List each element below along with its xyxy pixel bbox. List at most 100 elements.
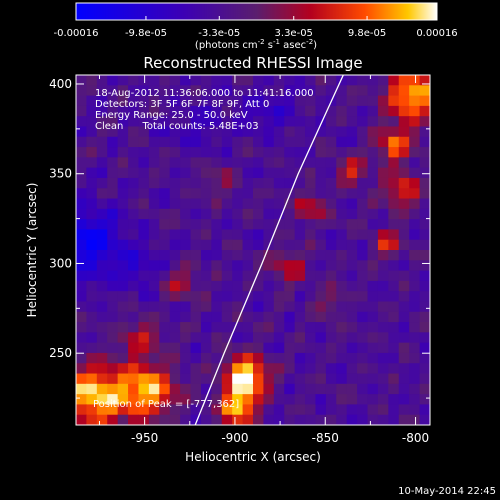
heatmap-cell [211,198,223,210]
heatmap-cell [200,291,212,303]
heatmap-cell [232,342,244,354]
heatmap-cell [138,414,150,425]
heatmap-cell [169,147,181,158]
heatmap-cell [148,208,160,220]
heatmap-cell [180,250,192,261]
heatmap-cell [200,208,212,220]
heatmap-cell [211,105,223,117]
heatmap-cell [232,198,244,210]
heatmap-cell [377,270,389,282]
heatmap-cell [367,147,379,158]
heatmap-cell [284,301,296,313]
heatmap-cell [284,198,296,210]
heatmap-cell [200,85,212,97]
heatmap-cell [367,363,379,375]
heatmap-cell [169,291,181,303]
heatmap-cell [273,188,285,200]
heatmap-cell [221,147,233,158]
heatmap-cell [232,260,244,272]
heatmap-cell [232,229,244,241]
heatmap-cell [253,219,265,231]
heatmap-cell [357,414,369,425]
heatmap-cell [315,342,327,354]
heatmap-cell [211,291,223,303]
heatmap-cell [388,270,400,282]
heatmap-cell [273,291,285,303]
heatmap-cell [221,404,233,416]
heatmap-cell [128,414,140,425]
heatmap-cell [325,177,337,189]
heatmap-cell [86,75,98,86]
heatmap-cell [138,126,150,138]
heatmap-cell [159,270,171,282]
heatmap-cell [273,157,285,169]
heatmap-cell [107,85,119,97]
heatmap-cell [107,373,119,385]
heatmap-cell [169,280,181,292]
heatmap-cell [284,239,296,251]
heatmap-cell [357,188,369,200]
heatmap-cell [148,126,160,138]
heatmap-cell [148,136,160,148]
heatmap-cell [253,332,265,344]
heatmap-cell [180,301,192,313]
heatmap-cell [367,291,379,303]
heatmap-cell [117,270,129,282]
heatmap-cell [388,291,400,303]
heatmap-cell [117,147,129,158]
heatmap-cell [357,95,369,107]
heatmap-cell [398,291,410,303]
heatmap-cell [357,260,369,272]
heatmap-cell [232,136,244,148]
heatmap-cell [325,75,337,86]
heatmap-cell [253,116,265,128]
heatmap-cell [96,95,108,107]
heatmap-cell [377,250,389,261]
heatmap-cell [128,198,140,210]
heatmap-cell [357,167,369,179]
heatmap-cell [398,116,410,128]
heatmap-cell [232,332,244,344]
heatmap-cell [305,105,317,117]
heatmap-cell [190,332,202,344]
heatmap-cell [190,75,202,86]
heatmap-cell [253,414,265,425]
heatmap-cell [169,383,181,395]
heatmap-cell [117,394,129,406]
heatmap-cell [294,301,306,313]
heatmap-cell [409,260,421,272]
heatmap-cell [128,352,140,364]
heatmap-cell [117,352,129,364]
heatmap-cell [159,301,171,313]
x-axis-label: Heliocentric X (arcsec) [185,450,321,464]
heatmap-cell [128,208,140,220]
heatmap-cell [305,229,317,241]
heatmap-cell [96,250,108,261]
heatmap-cell [96,301,108,313]
heatmap-cell [294,291,306,303]
heatmap-cell [242,363,254,375]
heatmap-cell [273,332,285,344]
heatmap-cell [221,394,233,406]
heatmap-cell [232,373,244,385]
heatmap-cell [398,352,410,364]
heatmap-cell [86,404,98,416]
heatmap-cell [367,250,379,261]
heatmap-cell [138,404,150,416]
heatmap-cell [419,188,430,200]
heatmap-cell [117,219,129,231]
heatmap-cell [253,363,265,375]
heatmap-cell [232,394,244,406]
heatmap-cell [419,291,430,303]
heatmap-cell [388,75,400,86]
heatmap-cell [284,291,296,303]
heatmap-cell [232,116,244,128]
heatmap-cell [325,373,337,385]
heatmap-cell [346,342,358,354]
heatmap-cell [263,352,275,364]
heatmap-cell [398,342,410,354]
heatmap-cell [221,219,233,231]
heatmap-cell [117,373,129,385]
heatmap-cell [357,332,369,344]
heatmap-cell [96,188,108,200]
